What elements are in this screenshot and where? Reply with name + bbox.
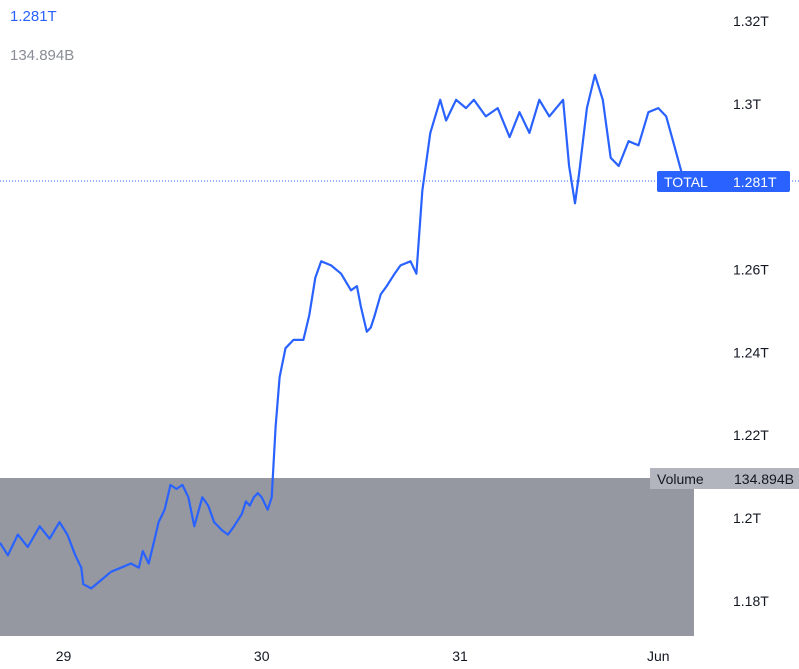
- price-tag: TOTAL 1.281T: [657, 171, 790, 192]
- y-tick-label: 1.3T: [733, 96, 761, 112]
- volume-tag-label: Volume: [657, 471, 704, 487]
- y-tick-label: 1.2T: [733, 510, 761, 526]
- y-axis: 1.18T 1.2T 1.22T 1.24T 1.26T 1.3T 1.32T: [733, 13, 769, 609]
- y-tick-label: 1.22T: [733, 427, 769, 443]
- x-axis: 29 30 31 Jun: [56, 648, 670, 664]
- y-tick-label: 1.26T: [733, 262, 769, 278]
- legend-total-value: 1.281T: [10, 8, 57, 25]
- price-tag-series-name: TOTAL: [664, 174, 708, 190]
- volume-tag-background: [650, 468, 799, 489]
- series-line-0: [0, 73, 689, 590]
- x-tick-label: Jun: [647, 648, 670, 664]
- y-tick-label: 1.24T: [733, 344, 769, 360]
- x-tick-label: 31: [452, 648, 468, 664]
- x-tick-label: 30: [254, 648, 270, 664]
- volume-tag-value: 134.894B: [734, 471, 794, 487]
- line-layer: [0, 73, 689, 590]
- legend-volume-value: 134.894B: [10, 47, 75, 64]
- price-tag-background: [657, 171, 790, 192]
- volume-tag: Volume 134.894B: [650, 468, 799, 489]
- volume-layer: [0, 478, 694, 636]
- price-tag-value: 1.281T: [733, 174, 777, 190]
- y-tick-label: 1.18T: [733, 593, 769, 609]
- x-tick-label: 29: [56, 648, 72, 664]
- volume-area: [0, 478, 694, 636]
- y-tick-label: 1.32T: [733, 13, 769, 29]
